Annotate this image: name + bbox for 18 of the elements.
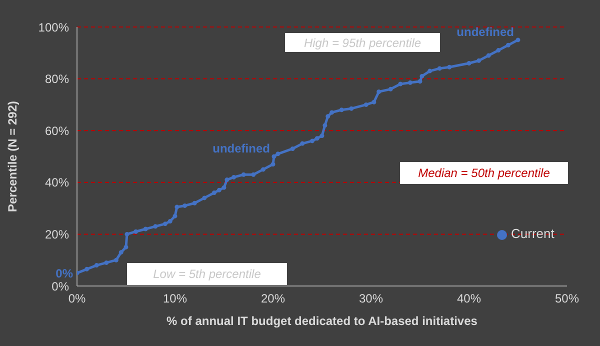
- annotation: undefined: [212, 142, 270, 156]
- x-tick-label: 20%: [260, 292, 286, 306]
- y-tick-label: 20%: [44, 227, 70, 242]
- x-tick-label: 40%: [456, 292, 482, 306]
- note-box: Median = 50th percentile: [400, 162, 568, 184]
- x-axis-title: % of annual IT budget dedicated to AI-based initiatives: [166, 314, 478, 328]
- legend-label: Current: [511, 226, 554, 241]
- x-tick-label: 30%: [358, 292, 384, 306]
- y-tick-label: 100%: [38, 20, 70, 34]
- y-tick-label: 60%: [44, 124, 70, 138]
- x-tick-label: 10%: [162, 292, 188, 306]
- x-tick-label: 0%: [68, 292, 86, 306]
- annotation: undefined: [456, 24, 514, 39]
- y-tick-label: 0%: [52, 279, 70, 294]
- y-tick-label: 80%: [44, 72, 70, 86]
- x-tick-label: 50%: [554, 292, 580, 306]
- y-tick-label: 40%: [44, 176, 70, 190]
- y-axis-title: Percentile (N = 292): [5, 100, 20, 212]
